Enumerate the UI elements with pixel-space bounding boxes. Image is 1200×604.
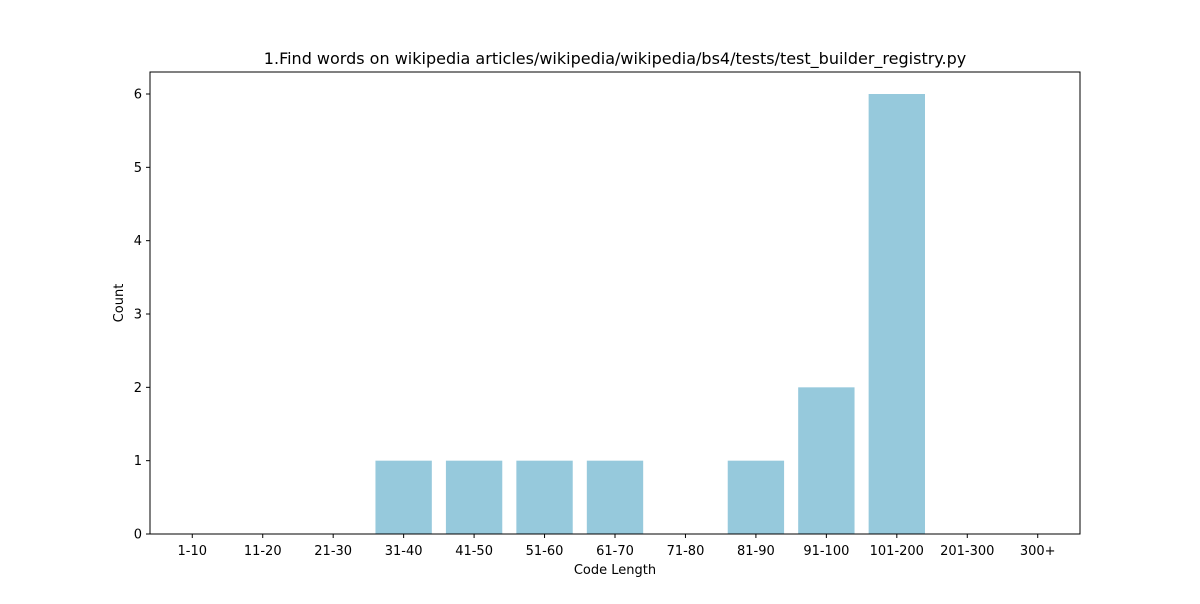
bar-41-50 [445, 460, 503, 534]
x-tick-label: 31-40 [385, 544, 423, 559]
x-tick-label: 91-100 [803, 544, 849, 559]
bar-101-200 [868, 94, 925, 534]
y-tick-label: 3 [134, 308, 142, 323]
x-tick-label: 81-90 [737, 544, 775, 559]
y-tick-label: 6 [134, 88, 142, 103]
bar-91-100 [798, 387, 855, 534]
x-tick-label: 61-70 [596, 544, 634, 559]
bars-layer [375, 94, 925, 534]
x-tick-label: 21-30 [314, 544, 352, 559]
y-tick-label: 2 [134, 381, 142, 396]
x-tick-label: 1-10 [178, 544, 208, 559]
x-tick-label: 51-60 [526, 544, 564, 559]
x-tick-label: 201-300 [940, 544, 994, 559]
bar-31-40 [375, 460, 432, 534]
x-tick-label: 101-200 [870, 544, 924, 559]
y-tick-label: 1 [134, 454, 142, 469]
x-tick-label: 41-50 [455, 544, 493, 559]
chart-title: 1.Find words on wikipedia articles/wikip… [264, 49, 966, 69]
x-tick-label: 300+ [1020, 544, 1056, 559]
bar-81-90 [727, 460, 785, 534]
x-tick-label: 11-20 [244, 544, 282, 559]
x-axis-label: Code Length [574, 563, 656, 578]
y-tick-label: 4 [134, 234, 142, 249]
y-tick-label: 0 [134, 528, 142, 543]
x-axis: 1-10 11-20 21-30 31-40 41-50 51-60 61-70 71-80 8… [178, 534, 1056, 559]
bar-61-70 [586, 460, 644, 534]
bar-51-60 [516, 460, 573, 534]
y-tick-label: 5 [134, 161, 142, 176]
y-axis-label: Count [112, 284, 127, 323]
y-axis: 0 1 2 3 4 5 6 [134, 88, 150, 543]
x-tick-label: 71-80 [667, 544, 705, 559]
